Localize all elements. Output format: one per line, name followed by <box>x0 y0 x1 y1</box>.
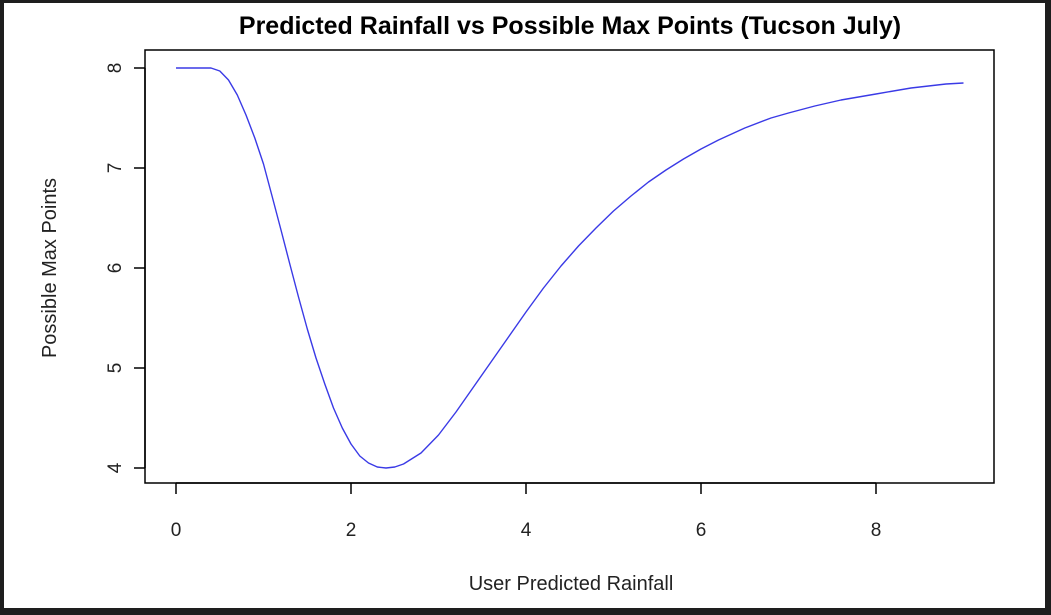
x-tick-label: 4 <box>521 520 532 541</box>
x-tick-label: 6 <box>696 520 707 541</box>
x-tick-label: 8 <box>871 520 882 541</box>
y-tick-label: 6 <box>105 263 126 274</box>
x-axis: 0 2 4 6 8 <box>171 482 882 541</box>
y-tick-label: 8 <box>105 63 126 74</box>
series-group <box>176 67 964 469</box>
series-line <box>176 67 964 469</box>
y-tick-label: 5 <box>105 363 126 374</box>
plot-frame <box>144 49 995 484</box>
x-tick-label: 2 <box>346 520 357 541</box>
x-axis-label: User Predicted Rainfall <box>469 573 674 595</box>
chart-title: Predicted Rainfall vs Possible Max Point… <box>239 12 901 40</box>
y-axis: 4 5 6 7 8 <box>105 63 146 473</box>
plot-panel <box>4 3 1045 608</box>
y-tick-label: 4 <box>105 462 126 473</box>
y-tick-label: 7 <box>105 163 126 174</box>
y-axis-label: Possible Max Points <box>39 178 61 358</box>
x-tick-label: 0 <box>171 520 182 541</box>
